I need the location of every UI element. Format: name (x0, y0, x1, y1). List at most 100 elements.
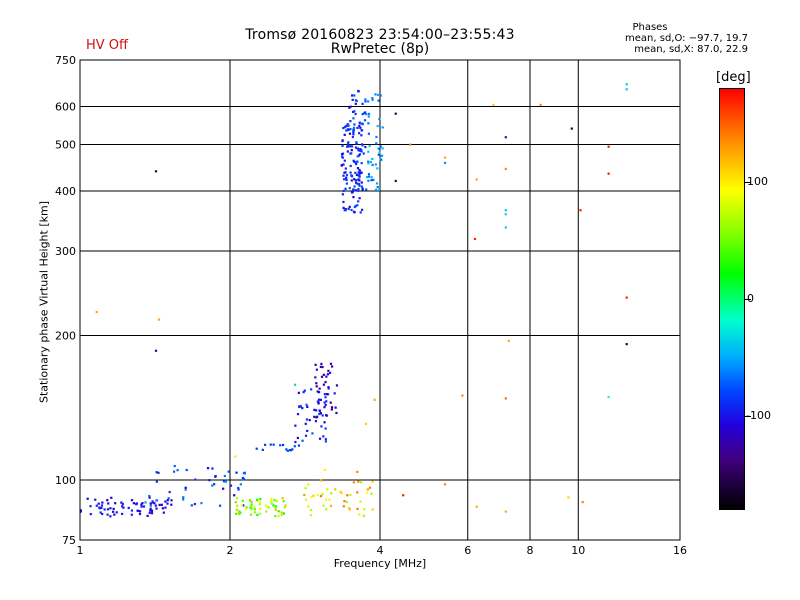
data-point (320, 375, 324, 378)
data-point (293, 383, 297, 386)
data-point (378, 117, 381, 121)
data-point (330, 408, 333, 411)
data-point (157, 471, 160, 474)
data-point (311, 432, 314, 435)
data-point (323, 393, 326, 396)
colorbar-tick (745, 299, 751, 300)
data-point (335, 384, 339, 387)
data-point (359, 500, 362, 503)
data-point (330, 365, 334, 368)
data-point (342, 178, 346, 181)
data-point (279, 444, 282, 447)
data-point (356, 204, 359, 207)
data-point (367, 160, 370, 163)
data-point (324, 396, 327, 399)
data-point (309, 514, 312, 517)
data-point (250, 508, 253, 511)
data-point (106, 513, 109, 516)
data-point (253, 511, 257, 514)
data-point (360, 134, 363, 137)
data-point (250, 500, 253, 503)
data-point (140, 505, 143, 508)
data-point (567, 496, 570, 499)
data-point (284, 504, 287, 507)
data-point (345, 182, 348, 185)
data-point (359, 481, 363, 484)
data-point (154, 504, 157, 507)
data-point (323, 406, 326, 409)
data-point (321, 493, 324, 496)
data-point (367, 132, 370, 135)
colorbar-tick (745, 416, 751, 418)
data-point (343, 133, 346, 136)
data-point (381, 126, 384, 129)
data-point (264, 504, 267, 507)
data-point (270, 502, 273, 505)
data-point (377, 188, 381, 191)
data-point (94, 498, 97, 501)
data-point (305, 418, 309, 421)
data-point (112, 510, 115, 513)
colorbar-tick-label: 0 (747, 292, 754, 305)
data-point (162, 511, 165, 514)
data-point (310, 508, 313, 512)
data-point (200, 502, 203, 505)
data-point (352, 196, 355, 199)
data-point (255, 498, 259, 501)
data-point (310, 496, 313, 499)
data-point (354, 102, 357, 105)
data-point (327, 387, 330, 390)
data-point (318, 409, 321, 412)
data-point (316, 415, 319, 418)
data-point (356, 491, 359, 494)
data-point (378, 151, 381, 154)
data-point (504, 209, 507, 212)
data-point (325, 400, 328, 403)
data-point (306, 405, 309, 409)
data-point (362, 152, 365, 155)
data-point (355, 141, 358, 144)
data-point (142, 505, 146, 508)
data-point (176, 469, 179, 472)
data-point (318, 437, 322, 440)
data-point (356, 147, 359, 150)
data-point (443, 483, 447, 486)
data-point (581, 500, 584, 504)
data-point (323, 421, 326, 424)
data-point (242, 504, 245, 507)
data-point (340, 153, 344, 156)
data-point (349, 164, 352, 168)
data-point (366, 488, 370, 491)
data-point (253, 506, 256, 509)
data-point (346, 150, 349, 153)
data-point (371, 97, 374, 100)
data-point (155, 507, 158, 510)
plot-grid (80, 60, 680, 540)
data-point (328, 498, 331, 501)
data-point (625, 296, 628, 299)
chart-title: Tromsø 20160823 23:54:00–23:55:43 (245, 27, 515, 43)
data-point (492, 103, 495, 106)
x-axis-label: Frequency [MHz] (333, 557, 427, 570)
data-point (368, 145, 371, 148)
data-point (326, 488, 329, 491)
data-point (130, 499, 134, 502)
data-point (349, 119, 352, 123)
data-point (138, 510, 142, 513)
data-point (109, 507, 112, 510)
data-point (103, 508, 106, 511)
data-point (132, 502, 136, 505)
data-point (274, 515, 277, 518)
data-point (211, 467, 214, 470)
data-point (313, 415, 316, 418)
data-point (325, 508, 328, 511)
data-point (317, 391, 321, 394)
data-point (307, 505, 310, 508)
data-point (329, 504, 333, 508)
data-point (351, 110, 355, 114)
data-point (114, 502, 117, 505)
data-point (346, 494, 349, 497)
data-point (380, 154, 384, 157)
data-point (352, 133, 355, 136)
data-point (607, 172, 610, 175)
